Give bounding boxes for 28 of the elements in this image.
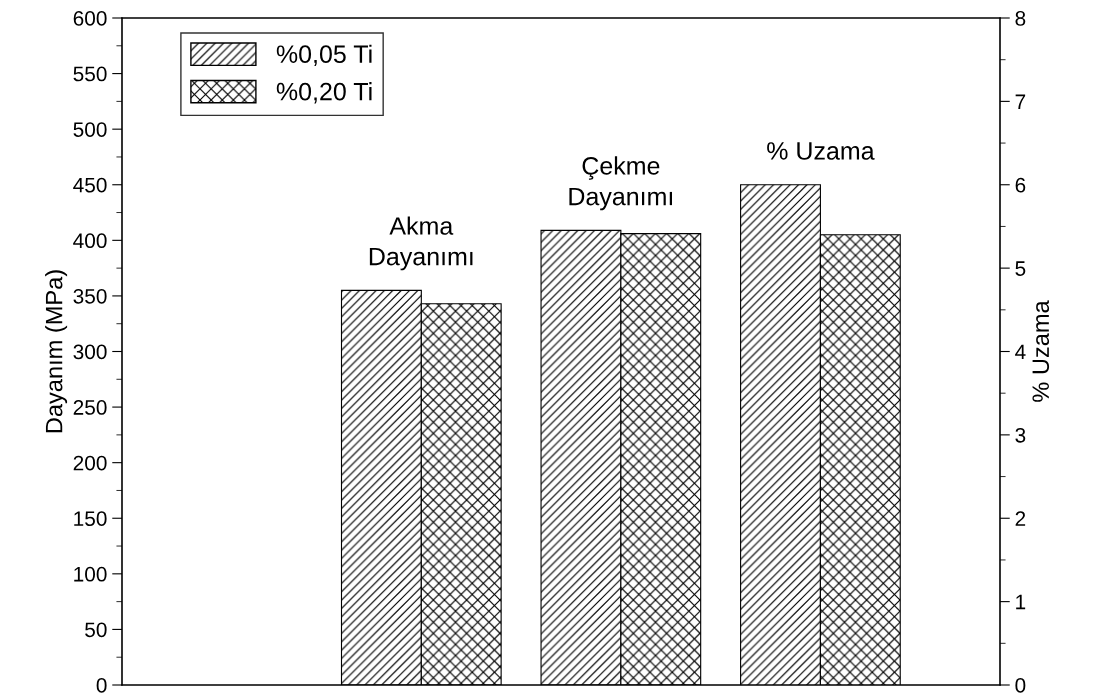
- y-tick-label: 0: [96, 678, 107, 693]
- y2-axis-title: % Uzama: [1032, 300, 1050, 402]
- x-tick-label: Çekme Dayanımı: [569, 156, 672, 211]
- legend-label: %0,20 Ti: [276, 82, 372, 104]
- y2-tick-label: 0: [1015, 678, 1026, 693]
- y2-tick-label: 6: [1015, 177, 1026, 193]
- y-tick-label: 600: [73, 11, 107, 26]
- legend-label: %0,05 Ti: [276, 44, 372, 66]
- y-tick-label: 450: [73, 177, 107, 193]
- y2-tick-label: 1: [1016, 594, 1026, 610]
- y2-tick-label: 7: [1015, 94, 1026, 109]
- y-tick-label: 100: [74, 566, 107, 582]
- y-tick-label: 250: [73, 400, 107, 415]
- y-tick-label: 550: [73, 66, 107, 82]
- y-tick-label: 50: [85, 622, 107, 638]
- y-tick-label: 350: [73, 288, 107, 304]
- x-tick-label: Akma Dayanımı: [369, 216, 473, 271]
- y-tick-label: 300: [73, 344, 107, 360]
- y2-tick-label: 2: [1015, 511, 1026, 526]
- y-tick-label: 400: [73, 233, 107, 249]
- y-tick-label: 150: [74, 511, 107, 526]
- y-tick-label: 500: [73, 122, 107, 137]
- y2-tick-label: 8: [1015, 11, 1026, 26]
- y2-tick-label: 3: [1015, 427, 1026, 443]
- y-tick-label: 200: [73, 455, 107, 471]
- y2-tick-label: 4: [1015, 344, 1026, 360]
- y-axis-title: Dayanım (MPa): [45, 270, 68, 433]
- y2-tick-label: 5: [1015, 261, 1026, 276]
